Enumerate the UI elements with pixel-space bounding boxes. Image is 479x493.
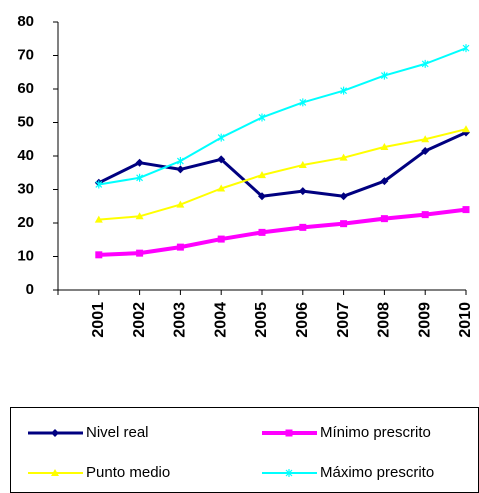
- point: [298, 187, 307, 196]
- x-tick-label: 2006: [294, 302, 311, 338]
- point: [380, 142, 389, 150]
- legend-marker: [51, 429, 59, 437]
- point: [298, 161, 307, 169]
- point: [380, 71, 388, 80]
- x-tick-label: 2009: [416, 302, 433, 338]
- x-tick-label: 2007: [335, 302, 352, 338]
- x-tick-label: 2004: [212, 302, 229, 338]
- point: [462, 44, 470, 53]
- point: [176, 157, 184, 166]
- point: [299, 223, 307, 231]
- point: [217, 235, 225, 243]
- y-tick-label: 80: [17, 13, 34, 30]
- point: [258, 192, 266, 201]
- legend-marker: [285, 469, 293, 477]
- point: [380, 177, 389, 186]
- legend-label: Punto medio: [86, 464, 170, 481]
- legend-marker: [51, 469, 59, 476]
- x-tick-label: 2008: [376, 302, 393, 338]
- y-tick-label: 30: [17, 180, 34, 197]
- point: [217, 133, 225, 142]
- point: [95, 180, 103, 189]
- y-tick-label: 40: [17, 147, 34, 164]
- y-tick-label: 10: [17, 247, 34, 264]
- legend-label: Máximo prescrito: [320, 464, 434, 481]
- x-tick-label: 2010: [457, 302, 474, 338]
- x-tick-label: 2003: [172, 302, 189, 338]
- x-tick-label: 2001: [90, 302, 107, 338]
- legend-label: Mínimo prescrito: [320, 424, 431, 441]
- y-tick-label: 20: [17, 214, 34, 231]
- y-tick-label: 70: [17, 46, 34, 63]
- point: [176, 243, 184, 251]
- point: [135, 158, 144, 167]
- point: [95, 251, 103, 259]
- point: [340, 86, 348, 95]
- point: [135, 212, 144, 220]
- series-line: [98, 131, 467, 198]
- point: [339, 153, 348, 161]
- point: [421, 59, 429, 68]
- point: [299, 98, 307, 107]
- point: [258, 171, 266, 179]
- point: [136, 173, 144, 182]
- legend-label: Nivel real: [86, 424, 149, 441]
- point: [462, 206, 470, 214]
- x-tick-label: 2005: [253, 302, 270, 338]
- series-line: [98, 47, 467, 186]
- point: [339, 192, 348, 201]
- point: [176, 200, 185, 208]
- y-tick-label: 50: [17, 113, 34, 130]
- point: [462, 125, 470, 133]
- point: [380, 215, 388, 223]
- point: [340, 220, 348, 228]
- point: [421, 146, 430, 155]
- point: [421, 211, 429, 219]
- series-line: [98, 207, 467, 257]
- point: [217, 155, 226, 164]
- x-tick-label: 2002: [131, 302, 148, 338]
- point: [421, 135, 430, 143]
- y-tick-label: 60: [17, 80, 34, 97]
- point: [136, 249, 144, 257]
- point: [176, 165, 185, 174]
- legend-marker: [285, 429, 293, 437]
- point: [217, 184, 226, 192]
- point: [94, 215, 103, 223]
- point: [258, 113, 266, 122]
- series-line: [98, 128, 467, 221]
- y-tick-label: 0: [26, 281, 34, 298]
- point: [258, 228, 266, 236]
